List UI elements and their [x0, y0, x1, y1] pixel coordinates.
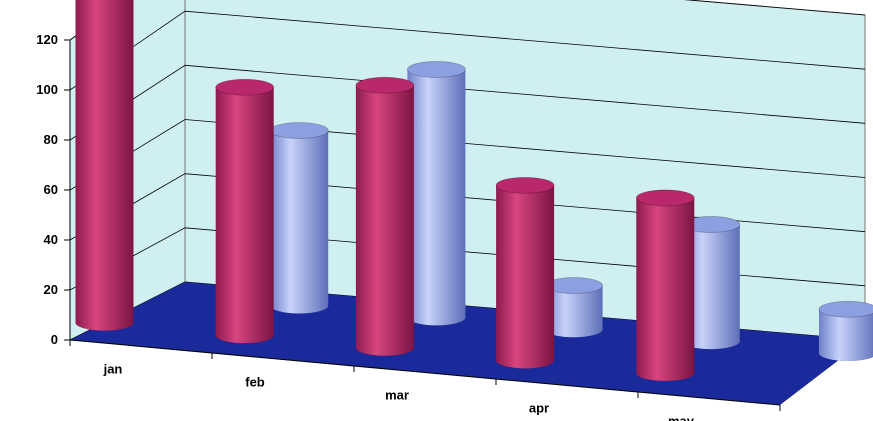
bar-apr-series-2 — [495, 176, 555, 369]
bar-body — [681, 224, 740, 350]
bar-top — [269, 122, 329, 139]
bar-body — [75, 0, 134, 331]
y-tick-label: 20 — [44, 282, 58, 297]
bar-body — [819, 309, 873, 361]
x-tick-label: jan — [103, 362, 123, 377]
bar-top — [406, 61, 466, 78]
x-tick-label: apr — [529, 401, 549, 416]
y-tick-label: 0 — [51, 332, 58, 347]
bar-top — [635, 189, 695, 207]
bar-top — [495, 176, 555, 194]
x-axis-line — [69, 339, 781, 406]
x-tick-label: may — [668, 414, 695, 421]
bar-mar-series-1 — [544, 277, 603, 338]
y-tick-label: 120 — [36, 32, 58, 47]
bars — [75, 0, 873, 381]
bar-body — [270, 130, 329, 314]
bar-feb-series-1 — [406, 61, 466, 326]
bar-mar-series-2 — [355, 76, 415, 356]
bar-top — [818, 300, 873, 318]
bar-top — [355, 76, 415, 94]
y-tick-label: 60 — [44, 182, 58, 197]
bar-jan-series-2 — [75, 0, 134, 331]
x-tick-label: mar — [385, 388, 409, 403]
bar-apr-series-1 — [681, 216, 741, 350]
y-tick-label: 100 — [36, 82, 58, 97]
bar-body — [496, 185, 555, 369]
y-tick-label: 40 — [44, 232, 58, 247]
bar-feb-series-2 — [215, 78, 275, 344]
bar-body — [355, 85, 414, 356]
bar-body — [544, 285, 603, 338]
bar-top — [215, 78, 275, 96]
y-axis-ticks: 0 20 40 60 80 100 120 — [36, 32, 71, 347]
y-tick-label: 80 — [44, 132, 58, 147]
bar-body — [215, 87, 274, 344]
bar-may-series-2 — [635, 189, 695, 381]
bar-jan-series-1 — [269, 122, 329, 314]
bar-body — [407, 69, 466, 326]
x-axis-categories: jan feb mar apr may — [69, 339, 781, 421]
bar-body — [636, 197, 695, 381]
bar-may-series-1 — [818, 300, 873, 361]
x-tick-label: feb — [245, 375, 265, 390]
